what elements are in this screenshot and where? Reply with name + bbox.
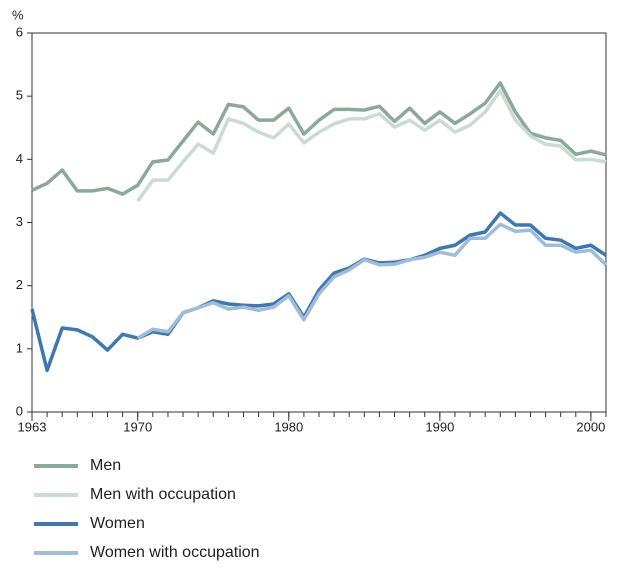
legend-label: Women with occupation — [90, 544, 260, 561]
y-tick-label: 0 — [16, 403, 23, 418]
y-tick-label: 2 — [16, 277, 23, 292]
y-tick-label: 5 — [16, 88, 23, 103]
y-axis-label: % — [12, 7, 24, 22]
series-line — [30, 211, 607, 373]
legend-label: Men — [90, 457, 121, 474]
x-tick-label: 1990 — [425, 419, 454, 434]
y-tick-label: 3 — [16, 214, 23, 229]
y-tick-label: 6 — [16, 24, 23, 39]
series-line — [136, 88, 607, 203]
legend-label: Women — [90, 515, 145, 532]
x-tick-label: 2000 — [576, 419, 605, 434]
series-line — [136, 222, 608, 340]
x-tick-label: 1980 — [274, 419, 303, 434]
y-tick-label: 4 — [16, 151, 23, 166]
series-line — [31, 81, 607, 196]
x-tick-label: 1970 — [123, 419, 152, 434]
plot-frame — [31, 32, 607, 413]
y-tick-label: 1 — [16, 340, 23, 355]
legend-label: Men with occupation — [90, 486, 236, 503]
x-tick-label: 1963 — [18, 419, 47, 434]
